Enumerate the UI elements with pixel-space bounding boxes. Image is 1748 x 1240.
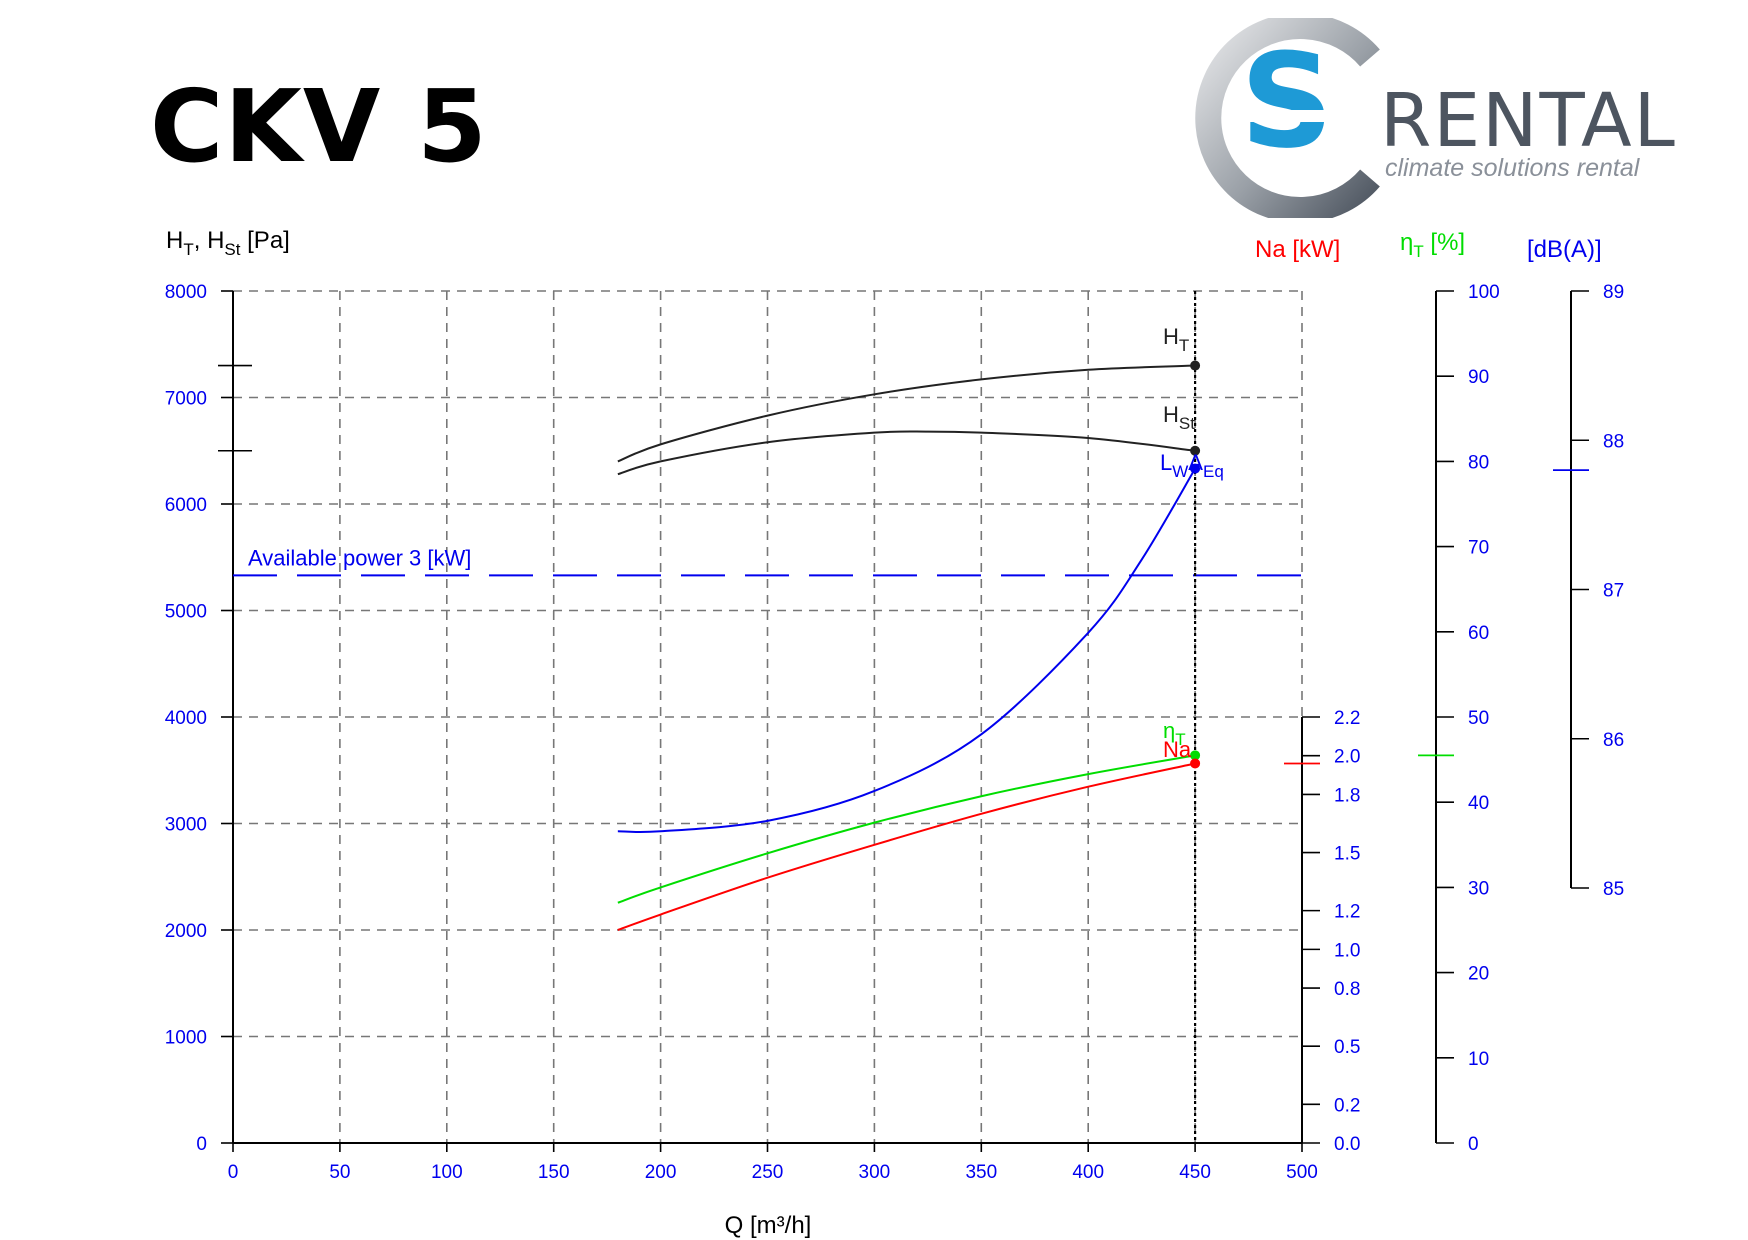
series-end-point xyxy=(1190,360,1201,371)
x-tick-label: 0 xyxy=(228,1162,239,1183)
y-tick-label: 6000 xyxy=(165,495,207,516)
logo-word: RENTAL xyxy=(1380,78,1677,164)
efficiency-tick-label: 50 xyxy=(1468,708,1489,729)
efficiency-tick-label: 20 xyxy=(1468,964,1489,985)
power-tick-label: 1.2 xyxy=(1334,902,1360,923)
efficiency-tick-label: 60 xyxy=(1468,623,1489,644)
series-line xyxy=(617,364,1196,463)
page-title: CKV 5 xyxy=(150,68,488,185)
y-tick-label: 2000 xyxy=(165,921,207,942)
efficiency-tick-label: 30 xyxy=(1468,878,1489,899)
power-tick-label: 0.8 xyxy=(1334,979,1360,1000)
power-tick-label: 1.5 xyxy=(1334,844,1360,865)
logo-s-letter: S xyxy=(1240,25,1334,177)
y-tick-label: 8000 xyxy=(165,282,207,303)
series-line xyxy=(617,430,1196,476)
logo-slash xyxy=(1249,110,1329,122)
left-axis-title: HT, HSt [Pa] xyxy=(166,227,290,259)
x-tick-label: 200 xyxy=(645,1162,677,1183)
y-tick-label: 5000 xyxy=(165,602,207,623)
x-tick-label: 150 xyxy=(538,1162,570,1183)
series-label-ht: HT xyxy=(1163,324,1189,355)
series-end-point xyxy=(1190,445,1201,456)
logo-mark-icon: S xyxy=(1195,13,1380,223)
power-tick-label: 0.2 xyxy=(1334,1095,1360,1116)
efficiency-axis-title: ηT [%] xyxy=(1400,229,1465,261)
efficiency-tick-label: 0 xyxy=(1468,1134,1479,1155)
power-tick-label: 1.0 xyxy=(1334,940,1360,961)
sound-tick-label: 89 xyxy=(1603,282,1624,303)
x-tick-label: 50 xyxy=(329,1162,350,1183)
x-axis-title: Q [m³/h] xyxy=(725,1212,812,1239)
efficiency-tick-label: 10 xyxy=(1468,1049,1489,1070)
series-end-point xyxy=(1190,758,1201,769)
efficiency-tick-label: 90 xyxy=(1468,367,1489,388)
series-label-lwaeq: LWAEq xyxy=(1160,450,1224,481)
power-tick-label: 1.8 xyxy=(1334,785,1360,806)
sound-tick-label: 88 xyxy=(1603,431,1624,452)
series-end-point xyxy=(1190,463,1201,474)
sound-axis-title: [dB(A)] xyxy=(1527,236,1602,263)
power-axis-title: Na [kW] xyxy=(1255,236,1340,263)
y-tick-label: 1000 xyxy=(165,1028,207,1049)
y-tick-label: 0 xyxy=(196,1134,207,1155)
y-tick-label: 3000 xyxy=(165,815,207,836)
sound-tick-label: 85 xyxy=(1603,879,1624,900)
logo-tagline: climate solutions rental xyxy=(1385,154,1640,182)
series-end-point xyxy=(1190,750,1201,761)
series-label-hst: HSt xyxy=(1163,402,1195,433)
series-label-eta: ηT xyxy=(1163,718,1186,749)
y-tick-label: 4000 xyxy=(165,708,207,729)
series-line xyxy=(617,468,1196,834)
series-line xyxy=(617,762,1196,931)
x-tick-label: 350 xyxy=(965,1162,997,1183)
x-tick-label: 500 xyxy=(1286,1162,1318,1183)
x-tick-label: 250 xyxy=(752,1162,784,1183)
power-tick-label: 2.0 xyxy=(1334,747,1360,768)
sound-tick-label: 86 xyxy=(1603,730,1624,751)
efficiency-tick-label: 100 xyxy=(1468,282,1500,303)
x-tick-label: 400 xyxy=(1072,1162,1104,1183)
available-power-label: Available power 3 [kW] xyxy=(248,545,471,570)
x-tick-label: 450 xyxy=(1179,1162,1211,1183)
sound-tick-label: 87 xyxy=(1603,581,1624,602)
x-tick-label: 100 xyxy=(431,1162,463,1183)
x-tick-label: 300 xyxy=(859,1162,891,1183)
power-tick-label: 0.5 xyxy=(1334,1037,1360,1058)
efficiency-tick-label: 70 xyxy=(1468,538,1489,559)
efficiency-tick-label: 80 xyxy=(1468,452,1489,473)
power-tick-label: 0.0 xyxy=(1334,1134,1360,1155)
series-line xyxy=(617,754,1196,904)
y-tick-label: 7000 xyxy=(165,389,207,410)
cs-rental-logo: S RENTAL climate solutions rental xyxy=(1195,13,1677,223)
series-label-na: Na xyxy=(1163,737,1192,762)
efficiency-tick-label: 40 xyxy=(1468,793,1489,814)
power-tick-label: 2.2 xyxy=(1334,708,1360,729)
